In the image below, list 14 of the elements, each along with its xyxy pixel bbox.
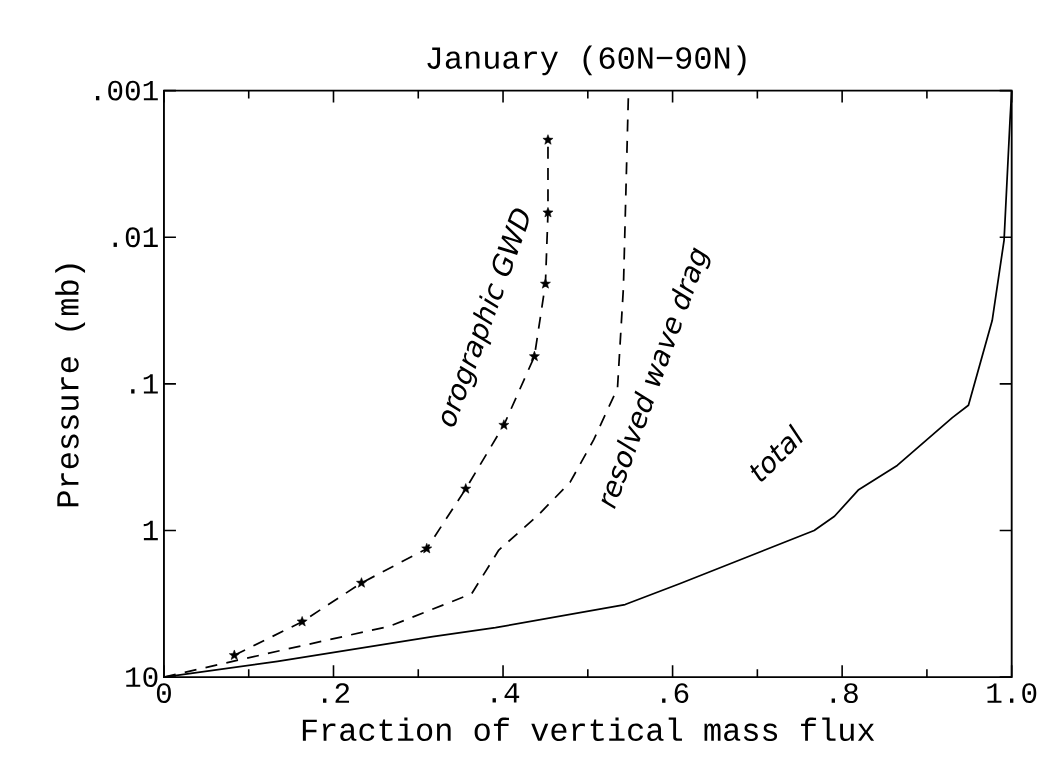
x-tick-label: .6 [662,683,689,704]
x-tick-label: .2 [323,683,350,703]
chart-title: January (60N−90N) [427,45,746,76]
x-tick-label: 0 [156,683,171,704]
x-tick-label: 1.0 [987,683,1037,704]
y-tick-label: .1 [131,374,158,394]
y-tick-label: 10 [126,667,158,688]
y-tick-label: .001 [95,80,158,101]
y-tick-label: .01 [113,227,158,248]
x-tick-label: .8 [831,683,858,704]
y-axis-title: Pressure (mb) [55,264,86,507]
x-axis-title: Fraction of vertical mass flux [302,717,875,741]
y-tick-label: 1 [143,520,158,541]
x-tick-label: .4 [492,683,520,703]
